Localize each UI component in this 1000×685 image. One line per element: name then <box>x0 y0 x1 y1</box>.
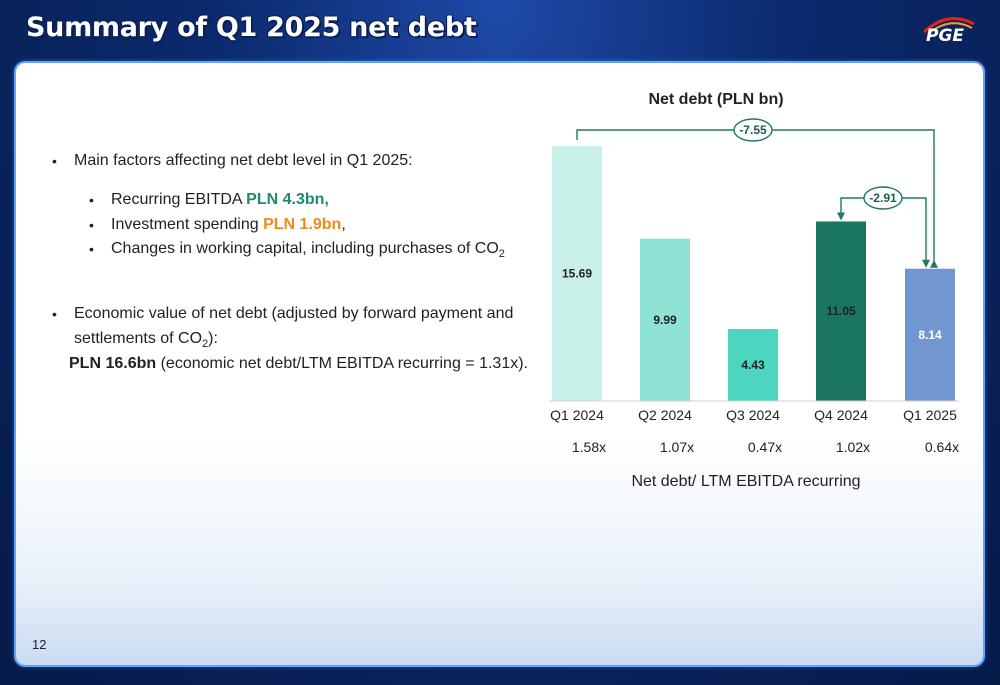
pge-logo: PGE <box>918 12 980 48</box>
net-debt-chart: Net debt (PLN bn) 15.69 Q1 2024 1.58x 9.99 Q2… <box>549 91 959 490</box>
chart-title: Net debt (PLN bn) <box>648 91 783 108</box>
x-tick-label: Q3 2024 <box>726 407 780 423</box>
bullet-text-line3: PLN 16.6bn (economic net debt/LTM EBITDA… <box>69 355 528 372</box>
x-tick-label: Q1 2025 <box>903 407 957 423</box>
arrow-head-icon <box>930 259 938 268</box>
delta-badge <box>733 118 773 142</box>
delta-label: -7.55 <box>739 123 767 137</box>
x-tick-label: Q1 2024 <box>550 407 604 423</box>
bar-q1-2025 <box>905 268 955 401</box>
page-title: Summary of Q1 2025 net debt <box>26 12 477 43</box>
ratio-label: 0.47x <box>748 439 782 455</box>
delta-badge <box>863 186 903 210</box>
bar-q1-2024 <box>552 146 602 401</box>
bullet-text: Economic value of net debt (adjusted by … <box>74 305 514 322</box>
ratio-label: 0.64x <box>925 439 959 455</box>
logo-arc-icon <box>922 17 975 35</box>
arrow-head-icon <box>922 259 930 268</box>
ratio-label: 1.58x <box>572 439 606 455</box>
bar-q3-2024 <box>728 329 778 401</box>
bar-q2-2024 <box>640 238 690 401</box>
bar-q4-2024 <box>816 221 866 401</box>
arrow-head-icon <box>837 212 845 221</box>
bullet-text: Main factors affecting net debt level in… <box>74 152 413 169</box>
sub-bullet-text: Investment spending PLN 1.9bn, <box>111 216 346 233</box>
bar-value-label: 9.99 <box>653 313 677 327</box>
investment-value: PLN 1.9bn <box>263 216 342 233</box>
bullet-text-line2: settlements of CO2): <box>74 330 218 351</box>
economic-net-debt-value: PLN 16.6bn <box>69 355 157 372</box>
bar-value-label: 11.05 <box>826 304 856 318</box>
x-axis-label: Net debt/ LTM EBITDA recurring <box>631 473 860 490</box>
x-tick-label: Q2 2024 <box>638 407 692 423</box>
sub-bullet-text: Changes in working capital, including pu… <box>111 240 505 261</box>
bar-value-label: 8.14 <box>918 328 942 342</box>
ratio-label: 1.07x <box>660 439 694 455</box>
delta-label: -2.91 <box>869 191 897 205</box>
bar-value-label: 4.43 <box>741 358 765 372</box>
logo-text: PGE <box>926 26 965 46</box>
bar-value-label: 15.69 <box>562 267 592 281</box>
ebitda-value: PLN 4.3bn, <box>246 191 329 208</box>
sub-bullet-text: Recurring EBITDA PLN 4.3bn, <box>111 191 329 208</box>
ratio-label: 1.02x <box>836 439 870 455</box>
content-card: • Main factors affecting net debt level … <box>16 63 983 665</box>
x-tick-label: Q4 2024 <box>814 407 868 423</box>
page-number: 12 <box>32 637 47 652</box>
